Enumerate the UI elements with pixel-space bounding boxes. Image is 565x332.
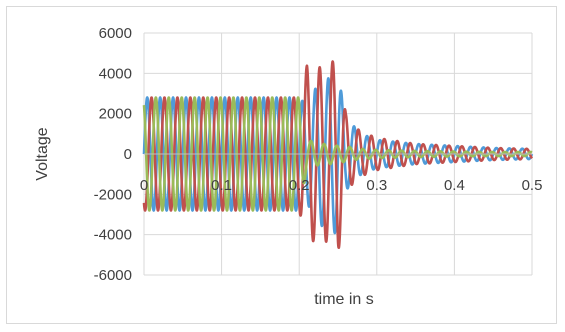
axis-layer: 6000 4000 2000 0 -2000 -4000 -6000 0 0.1 0.2 0.3 0.… [94,25,543,284]
x-tick-label: 0.3 [366,177,387,194]
x-tick-label: 0 [140,177,148,194]
series-layer [142,60,534,250]
y-tick-label: 0 [124,146,132,163]
y-tick-label: -6000 [94,267,132,284]
voltage-chart: 6000 4000 2000 0 -2000 -4000 -6000 0 0.1 0.2 0.3 0.… [34,25,543,308]
y-tick-label: 6000 [99,25,132,42]
x-axis-title: time in s [314,291,374,308]
y-tick-label: 2000 [99,106,132,123]
y-axis-title: Voltage [34,127,51,180]
y-tick-label: -4000 [94,227,132,244]
x-tick-label: 0.5 [522,177,543,194]
chart-frame: 6000 4000 2000 0 -2000 -4000 -6000 0 0.1 0.2 0.3 0.… [6,6,557,324]
x-tick-label: 0.1 [211,177,232,194]
x-tick-label: 0.2 [289,177,310,194]
series-line [142,60,534,250]
series-line [142,96,534,212]
y-tick-label: -2000 [94,186,132,203]
y-tick-label: 4000 [99,65,132,82]
x-tick-label: 0.4 [444,177,465,194]
